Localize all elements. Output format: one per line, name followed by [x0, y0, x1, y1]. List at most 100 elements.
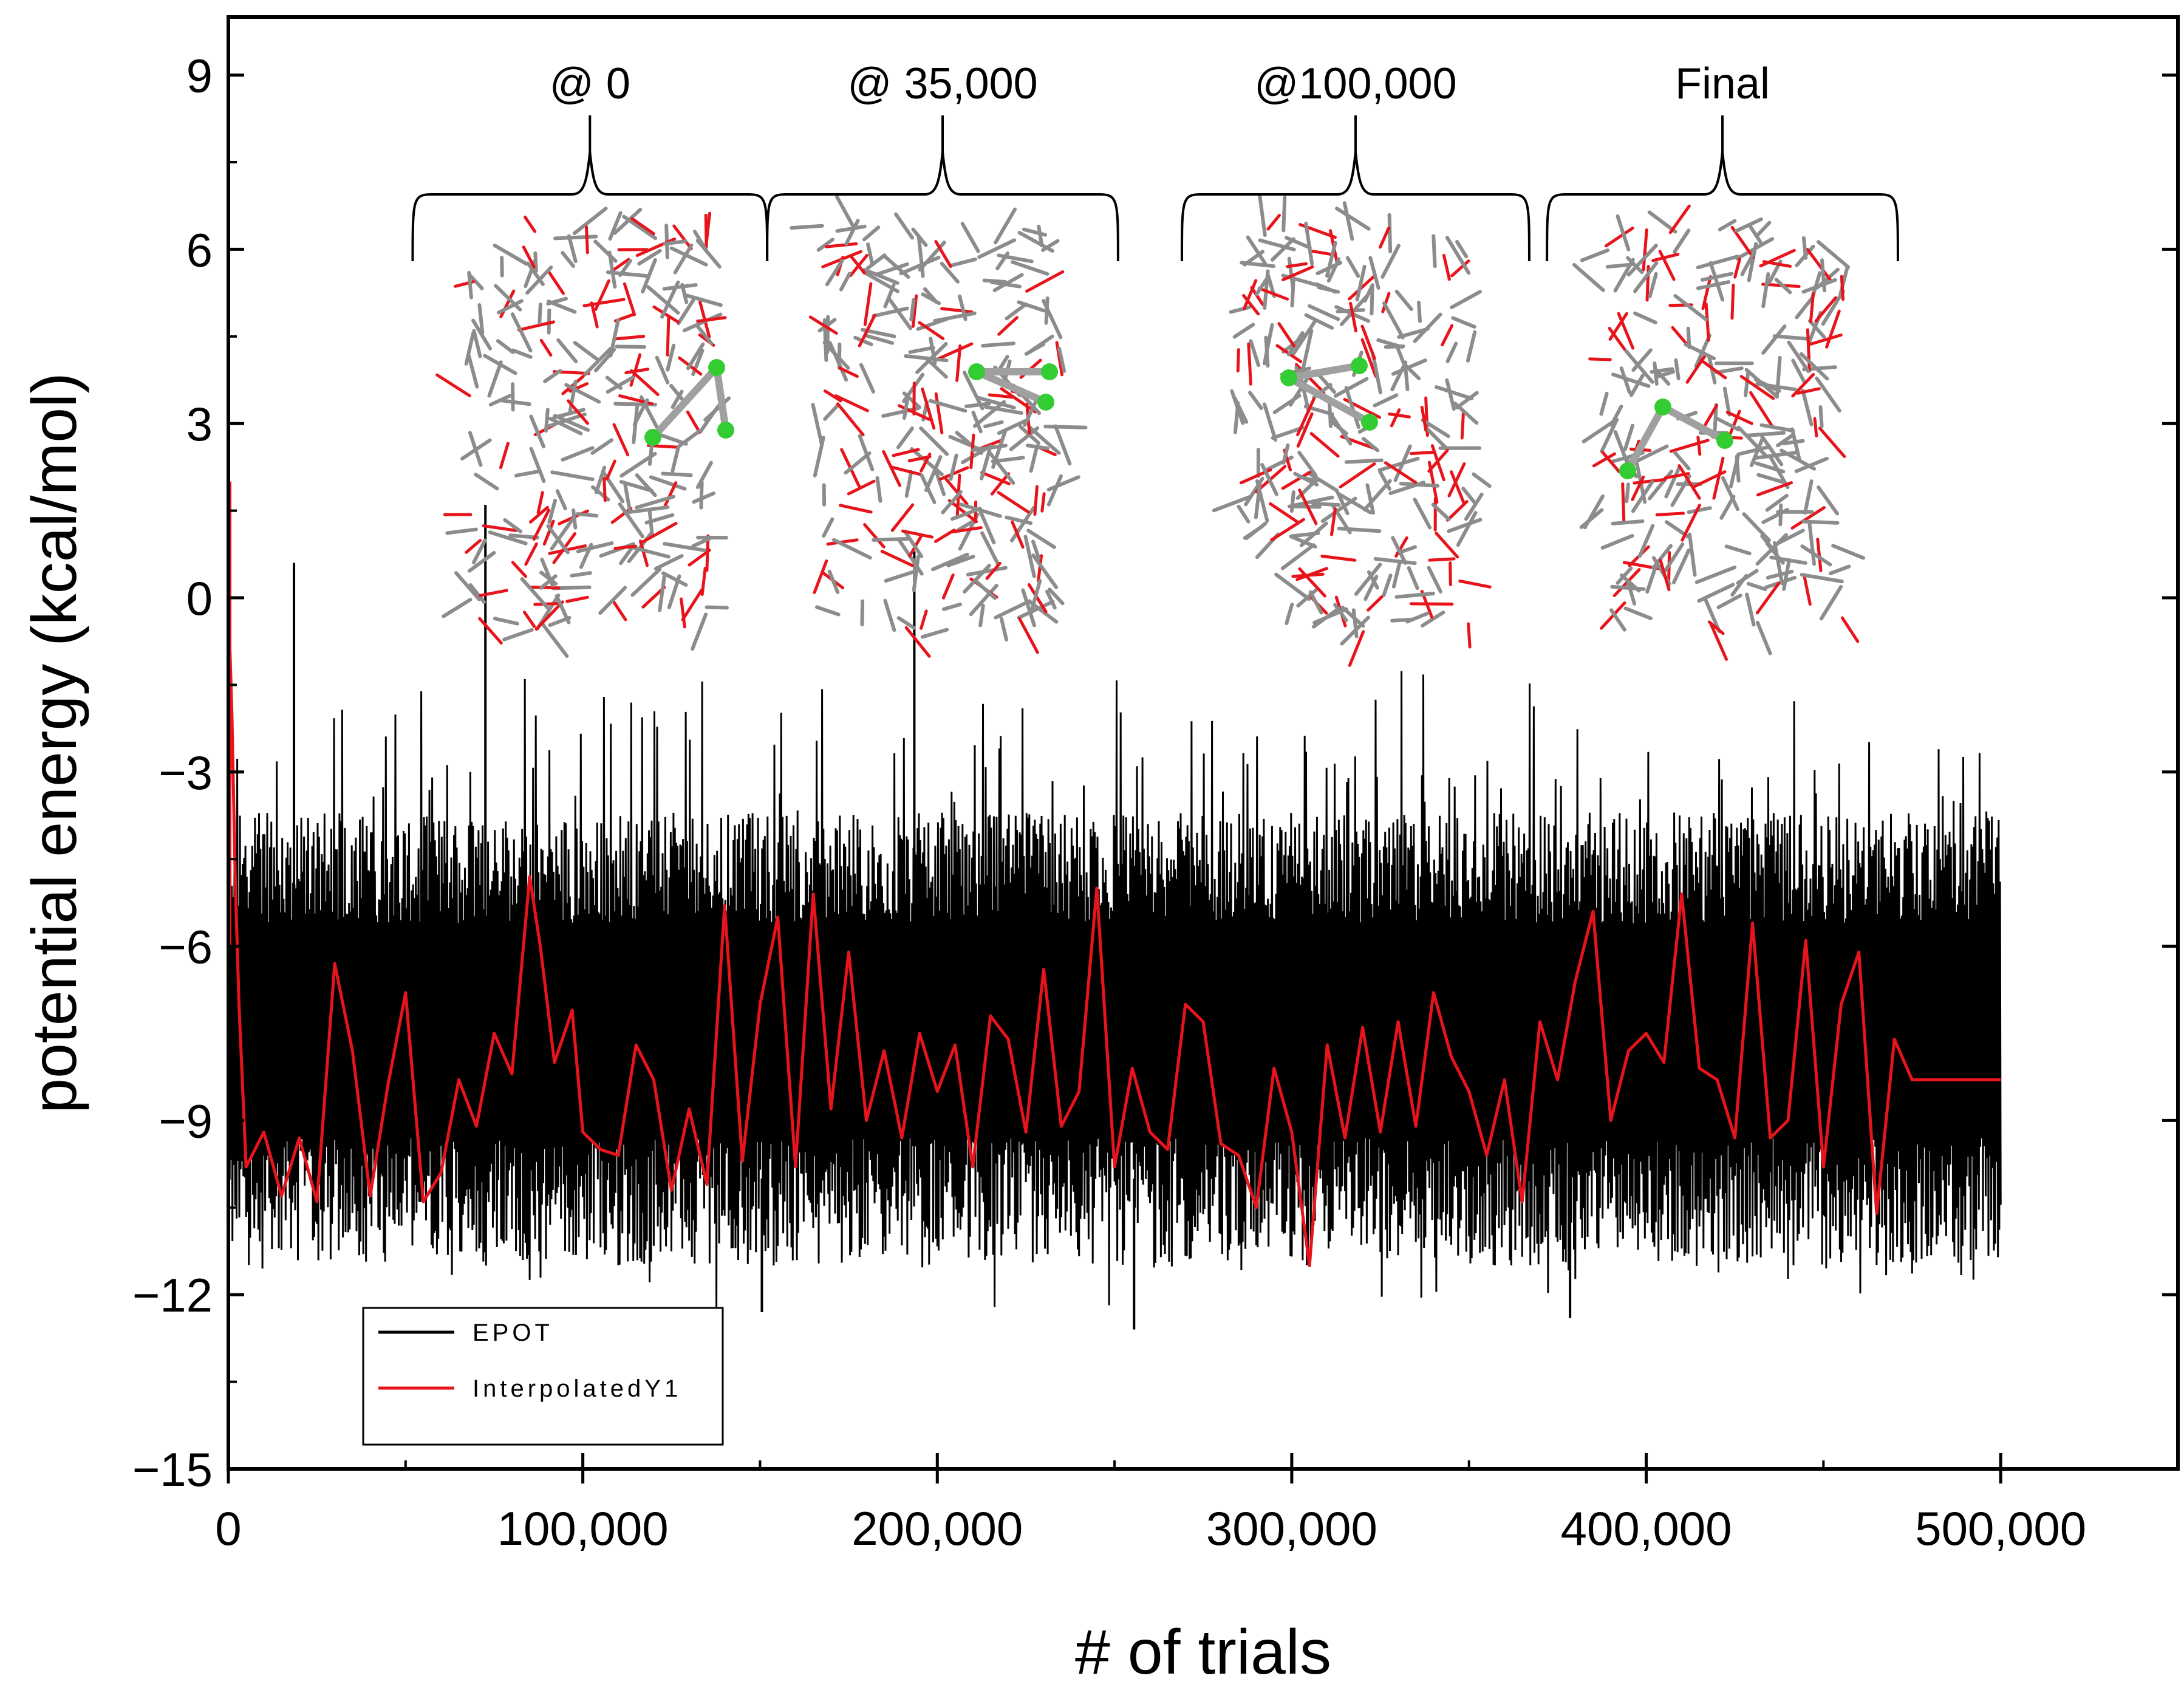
molecule-bond [987, 450, 1015, 485]
molecule-bond [828, 341, 848, 382]
molecule-bond [1696, 436, 1702, 456]
molecule-bond [1368, 256, 1380, 290]
molecule-bond [1796, 387, 1821, 395]
molecule-bond [673, 243, 694, 275]
molecule-bond [1255, 479, 1269, 523]
molecule-bond [1288, 372, 1312, 407]
molecule-bond [1027, 583, 1048, 614]
molecule-bond [847, 479, 876, 496]
molecule-bond [1631, 348, 1653, 372]
molecule-bond [1775, 355, 1782, 399]
molecule-bond [609, 318, 620, 358]
molecule-bond [971, 411, 983, 434]
interpolated-line [227, 597, 2001, 1267]
x-tick-label: 500,000 [1915, 1502, 2086, 1555]
molecule-bond [825, 259, 844, 287]
molecule-bond [1295, 482, 1314, 501]
molecule-bond [1311, 606, 1341, 629]
molecule-bond [1337, 492, 1373, 515]
molecule-bond [542, 519, 555, 546]
molecule-bond [977, 507, 996, 545]
molecule-bond [1317, 286, 1340, 294]
molecule-bond [997, 419, 1028, 435]
snapshot-label: @100,000 [1254, 60, 1456, 108]
molecule-bond [1626, 581, 1637, 606]
molecule-bond [931, 552, 969, 572]
molecule-bond [994, 599, 1032, 620]
molecule-bond [924, 455, 943, 492]
molecule-bond [904, 470, 913, 498]
molecule-bond [606, 270, 649, 278]
molecule-bond [1633, 311, 1657, 324]
chlorine-atom [644, 429, 661, 446]
molecule-bond [655, 355, 670, 385]
molecule-bond [590, 438, 614, 455]
molecule-bond [582, 298, 626, 307]
molecule-bond [1045, 589, 1057, 610]
molecule-bond [1373, 556, 1417, 566]
molecule-bond [445, 527, 478, 535]
legend-label-interpolated: InterpolatedY1 [473, 1375, 681, 1402]
molecule-bond [1709, 622, 1728, 661]
molecule-bond [1776, 433, 1794, 448]
molecule-bond [1244, 521, 1268, 540]
molecule-bond [1431, 502, 1451, 521]
molecule-bond [1300, 329, 1314, 373]
molecule-bond [1829, 564, 1851, 575]
molecule-bond [1460, 409, 1466, 440]
molecule-bond [1308, 249, 1334, 256]
molecule-bond [1818, 426, 1846, 459]
y-tick-label: −12 [132, 1268, 213, 1322]
molecule-bond [1308, 590, 1323, 615]
molecule-bond [677, 429, 701, 449]
molecule-bond [623, 282, 636, 317]
molecule-bond [1360, 324, 1376, 360]
molecule-bond [1787, 340, 1810, 373]
molecule-bond [1687, 532, 1697, 577]
molecule-bond [467, 551, 496, 573]
molecule-bond [1755, 581, 1781, 615]
molecule-bond [1707, 620, 1725, 635]
molecule-bond [1255, 277, 1269, 296]
molecule-bond [890, 503, 915, 532]
molecule-bond [954, 518, 978, 533]
molecule-bond [1405, 611, 1430, 624]
molecule-bond [663, 481, 678, 508]
molecule-bond [1348, 630, 1365, 667]
molecule-bond [834, 394, 869, 412]
molecule-bond [1290, 279, 1295, 308]
molecule-bond [705, 605, 729, 610]
chlorine-atom [1351, 357, 1368, 374]
molecule-bond [1232, 323, 1255, 339]
molecule-bond [1669, 439, 1710, 453]
molecule-bond [482, 524, 518, 532]
molecule-bond [606, 375, 635, 394]
molecule-bond [629, 353, 642, 387]
plot-frame [227, 15, 2180, 1471]
molecule-bond [937, 342, 974, 361]
y-tick-label: −9 [159, 1094, 213, 1148]
molecule-bond [884, 569, 920, 583]
molecule-bond [537, 303, 542, 325]
molecule-bond [1801, 519, 1840, 525]
molecule-bond [493, 244, 529, 266]
molecule-bond [605, 459, 616, 481]
molecule-bond [861, 270, 900, 293]
molecule-bond [632, 403, 640, 445]
molecule-bond [864, 334, 895, 345]
chlorine-atom [1037, 394, 1054, 411]
molecule-bond [1624, 405, 1667, 473]
molecule-bond [975, 368, 1048, 406]
molecule-bond [662, 283, 698, 291]
molecule-bond [1631, 444, 1669, 465]
molecule-bond [1416, 301, 1422, 323]
molecule-bond [1791, 358, 1807, 385]
molecule-bond [561, 446, 595, 462]
x-axis: 0 100,000 200,000 300,000 400,000 500,000 [215, 1453, 2086, 1555]
molecule-bond [1701, 403, 1719, 431]
molecule-bond [1673, 451, 1691, 471]
molecule-bond [624, 368, 650, 375]
molecule-bond [980, 531, 1000, 566]
molecule-bond [947, 499, 978, 524]
molecule-bond [872, 306, 909, 318]
